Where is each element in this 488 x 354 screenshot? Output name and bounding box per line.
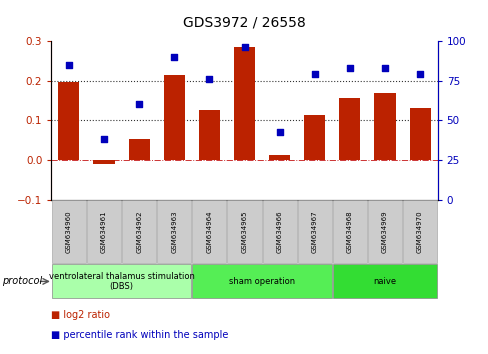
Point (205, 76, 213, 82)
Text: naive: naive (373, 277, 396, 286)
Text: GSM634962: GSM634962 (136, 211, 142, 253)
Text: GSM634964: GSM634964 (206, 211, 212, 253)
Text: GSM634967: GSM634967 (311, 211, 317, 253)
Bar (374, 93, 395, 160)
Bar (58, 82, 79, 160)
Text: GSM634965: GSM634965 (241, 211, 247, 253)
Point (380, 65, 388, 70)
Point (65, 62, 73, 67)
Text: sham operation: sham operation (228, 277, 295, 286)
Bar (268, 155, 289, 160)
Text: protocol: protocol (2, 276, 42, 286)
Bar (233, 47, 255, 160)
Bar (163, 75, 184, 160)
Point (345, 65, 353, 70)
Text: ■ percentile rank within the sample: ■ percentile rank within the sample (51, 330, 228, 340)
Bar (409, 108, 430, 160)
Text: ventrolateral thalamus stimulation
(DBS): ventrolateral thalamus stimulation (DBS) (48, 272, 194, 291)
Point (310, 72, 318, 77)
Point (240, 44, 248, 50)
Text: GDS3972 / 26558: GDS3972 / 26558 (183, 16, 305, 30)
Text: GSM634970: GSM634970 (416, 211, 422, 253)
Text: GSM634966: GSM634966 (276, 211, 282, 253)
Text: ■ log2 ratio: ■ log2 ratio (51, 310, 110, 320)
Bar (304, 115, 325, 160)
Text: GSM634968: GSM634968 (346, 211, 352, 253)
Point (275, 129, 283, 134)
Bar (339, 98, 360, 160)
Bar (128, 139, 149, 160)
Text: GSM634960: GSM634960 (66, 211, 72, 253)
Text: GSM634963: GSM634963 (171, 211, 177, 253)
Point (170, 54, 178, 59)
Text: GSM634969: GSM634969 (381, 211, 387, 253)
Point (135, 102, 143, 107)
Bar (199, 110, 220, 160)
Text: GSM634961: GSM634961 (101, 211, 107, 253)
Point (100, 137, 108, 142)
Bar (93, 160, 114, 164)
Point (415, 72, 423, 77)
